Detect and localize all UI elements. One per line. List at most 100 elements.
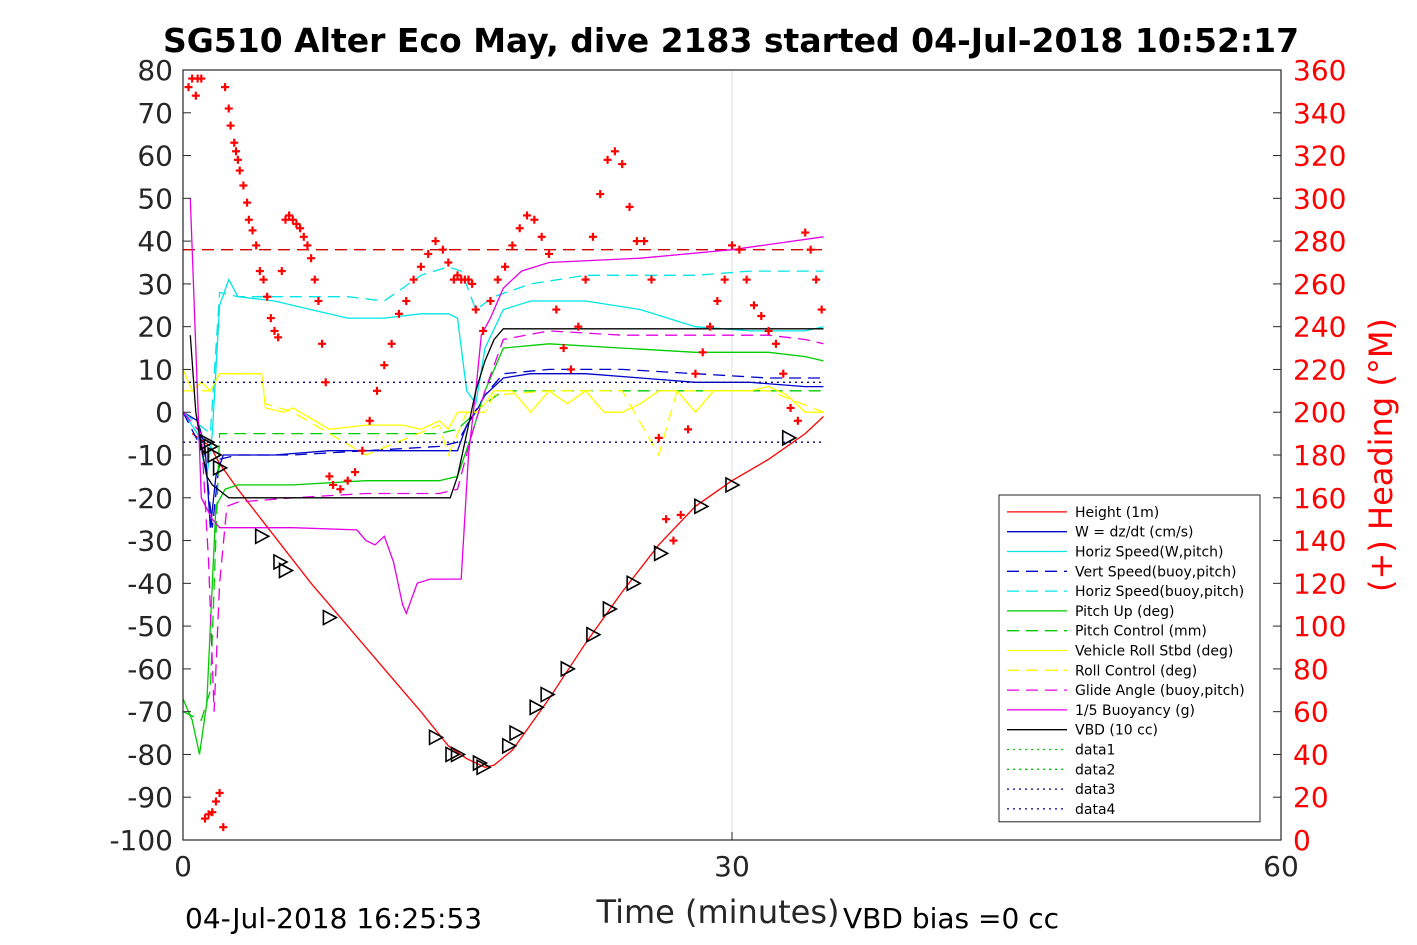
legend-entry: Vert Speed(buoy,pitch)	[1075, 564, 1237, 580]
x-tick-label: 60	[1263, 850, 1299, 883]
right-tick-label: 220	[1293, 353, 1346, 386]
heading-point	[296, 224, 305, 233]
series-line-1	[182, 373, 824, 528]
heading-point	[402, 297, 411, 305]
heading-point	[208, 808, 217, 817]
heading-markers	[184, 74, 826, 832]
heading-point	[720, 275, 729, 284]
triangle-marker	[254, 527, 271, 545]
left-tick-label: 30	[137, 268, 173, 301]
heading-point	[618, 160, 627, 169]
heading-point	[728, 241, 736, 250]
triangle-marker	[273, 553, 289, 571]
left-tick-label: 20	[137, 311, 173, 344]
triangle-marker	[529, 699, 545, 716]
right-tick-label: 80	[1293, 653, 1329, 686]
heading-point	[706, 322, 715, 331]
legend-entry: Vehicle Roll Stbd (deg)	[1075, 644, 1233, 660]
heading-point	[299, 232, 308, 241]
legend-box	[998, 494, 1261, 823]
heading-point	[343, 476, 352, 485]
triangle-marker	[476, 758, 492, 776]
heading-point	[372, 386, 381, 395]
left-tick-label: -60	[127, 653, 173, 686]
left-tick-label: 60	[137, 140, 173, 173]
right-tick-label: 180	[1293, 439, 1346, 472]
heading-point	[387, 339, 396, 348]
heading-point	[184, 83, 193, 92]
triangle-marker	[450, 746, 467, 763]
heading-point	[416, 262, 425, 271]
left-tick-label: -90	[127, 781, 173, 814]
heading-point	[479, 326, 488, 335]
right-tick-label: 140	[1293, 525, 1346, 558]
heading-point	[669, 536, 678, 545]
heading-point	[230, 138, 239, 147]
left-tick-label: 0	[155, 396, 173, 429]
heading-point	[274, 333, 283, 342]
series-line-3	[182, 368, 824, 528]
heading-point	[266, 314, 275, 323]
legend-entry: W = dz/dt (cm/s)	[1075, 525, 1194, 541]
triangle-marker	[322, 609, 339, 626]
heading-point	[329, 480, 338, 489]
heading-point	[742, 275, 751, 284]
heading-point	[779, 369, 788, 378]
heading-point	[219, 823, 228, 832]
right-tick-label: 340	[1293, 97, 1346, 130]
series-line-2	[182, 277, 824, 477]
heading-point	[281, 215, 290, 224]
heading-point	[292, 220, 301, 228]
triangle-marker	[509, 724, 525, 742]
heading-point	[684, 425, 693, 434]
heading-point	[566, 365, 575, 374]
heading-point	[259, 275, 268, 284]
heading-point	[530, 215, 539, 224]
left-y-axis: 80 70 60 50 40 30 20 10 0 -10 -20 -30 -40 -50 -60 -70 -8…	[109, 54, 191, 857]
triangle-marker	[602, 600, 619, 618]
heading-point	[647, 275, 656, 284]
heading-point	[654, 433, 663, 442]
heading-point	[197, 74, 206, 83]
right-tick-label: 60	[1293, 696, 1329, 729]
heading-point	[676, 510, 685, 519]
heading-point	[314, 297, 323, 305]
heading-point	[336, 485, 345, 494]
right-tick-label: 320	[1293, 140, 1346, 173]
heading-point	[233, 155, 242, 164]
footer-vbd-bias: VBD bias =0 cc	[843, 902, 1059, 935]
legend-entry: data1	[1075, 743, 1115, 759]
heading-point	[232, 147, 241, 156]
heading-point	[552, 305, 561, 314]
heading-point	[310, 275, 319, 284]
heading-point	[248, 226, 257, 235]
heading-point	[486, 297, 495, 305]
heading-point	[244, 215, 253, 224]
triangle-marker	[445, 746, 461, 763]
heading-point	[243, 198, 252, 207]
right-tick-label: 200	[1293, 396, 1346, 429]
heading-point	[325, 472, 334, 481]
heading-point	[453, 271, 462, 280]
legend-entry: Horiz Speed(W,pitch)	[1075, 545, 1223, 561]
heading-point	[786, 403, 795, 412]
heading-point	[321, 378, 330, 387]
left-tick-label: -30	[127, 525, 173, 558]
triangle-marker	[626, 574, 642, 592]
left-tick-label: 10	[137, 353, 173, 386]
right-tick-label: 40	[1293, 738, 1329, 771]
heading-point	[581, 275, 590, 284]
legend-entry: data2	[1075, 762, 1115, 778]
triangle-marker	[560, 660, 576, 678]
heading-point	[698, 348, 707, 357]
right-tick-label: 0	[1293, 824, 1311, 857]
heading-point	[713, 297, 722, 305]
heading-point	[632, 237, 641, 246]
triangle-marker	[501, 737, 518, 755]
right-tick-label: 160	[1293, 482, 1346, 515]
triangle-marker	[199, 433, 216, 451]
left-tick-label: -10	[127, 439, 173, 472]
heading-point	[270, 326, 279, 335]
heading-point	[438, 245, 447, 254]
heading-point	[764, 326, 773, 335]
